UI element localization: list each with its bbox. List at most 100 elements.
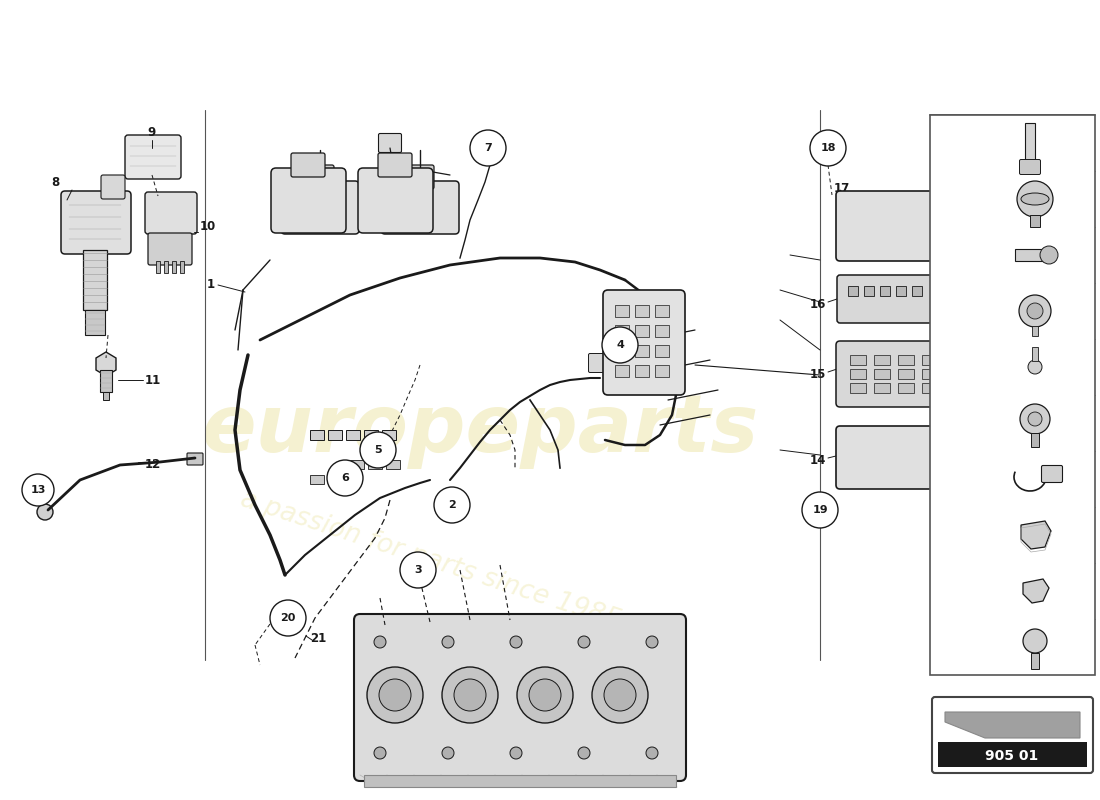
- Text: 11: 11: [145, 374, 162, 386]
- FancyBboxPatch shape: [406, 165, 434, 189]
- Bar: [938, 742, 1087, 767]
- Text: 21: 21: [310, 631, 327, 645]
- Text: 14: 14: [810, 454, 826, 466]
- FancyBboxPatch shape: [280, 181, 359, 234]
- Circle shape: [360, 432, 396, 468]
- Bar: [1032, 347, 1038, 361]
- Bar: [328, 430, 342, 440]
- Circle shape: [510, 636, 522, 648]
- Bar: [654, 325, 669, 337]
- Text: 20: 20: [938, 137, 955, 150]
- Bar: [912, 286, 922, 296]
- Circle shape: [454, 679, 486, 711]
- Circle shape: [646, 636, 658, 648]
- Circle shape: [37, 504, 53, 520]
- Text: 10: 10: [200, 221, 217, 234]
- FancyBboxPatch shape: [588, 354, 614, 373]
- FancyBboxPatch shape: [101, 175, 125, 199]
- Text: 5: 5: [374, 445, 382, 455]
- Bar: [1015, 249, 1045, 261]
- Bar: [635, 345, 649, 357]
- Text: 9: 9: [147, 126, 156, 139]
- Polygon shape: [945, 712, 1080, 738]
- Circle shape: [1019, 295, 1050, 327]
- Text: a passion for parts since 1985: a passion for parts since 1985: [236, 486, 624, 634]
- Bar: [156, 261, 160, 273]
- Circle shape: [442, 667, 498, 723]
- Circle shape: [270, 600, 306, 636]
- Bar: [654, 345, 669, 357]
- Text: europeparts: europeparts: [201, 391, 759, 469]
- FancyBboxPatch shape: [125, 135, 182, 179]
- Text: 15: 15: [810, 369, 826, 382]
- Bar: [848, 286, 858, 296]
- Bar: [896, 286, 906, 296]
- Text: 19: 19: [938, 249, 955, 262]
- Bar: [1032, 326, 1038, 336]
- Text: 18: 18: [821, 143, 836, 153]
- Bar: [850, 369, 866, 379]
- Bar: [1031, 433, 1040, 447]
- Bar: [635, 365, 649, 377]
- FancyBboxPatch shape: [292, 153, 324, 177]
- FancyBboxPatch shape: [932, 697, 1093, 773]
- Bar: [164, 261, 168, 273]
- Text: 905 01: 905 01: [986, 749, 1038, 763]
- Circle shape: [434, 487, 470, 523]
- Text: 3: 3: [415, 565, 421, 575]
- Circle shape: [1023, 629, 1047, 653]
- Text: 7: 7: [484, 143, 492, 153]
- Text: 2: 2: [938, 641, 946, 654]
- Bar: [346, 430, 360, 440]
- Circle shape: [646, 747, 658, 759]
- Bar: [654, 305, 669, 317]
- Bar: [635, 325, 649, 337]
- Circle shape: [442, 747, 454, 759]
- Text: 13: 13: [938, 305, 955, 318]
- Text: 6: 6: [341, 473, 349, 483]
- Text: 1: 1: [207, 278, 215, 291]
- Circle shape: [1027, 303, 1043, 319]
- Circle shape: [1020, 404, 1050, 434]
- Circle shape: [374, 747, 386, 759]
- Bar: [898, 369, 914, 379]
- Circle shape: [578, 747, 590, 759]
- Circle shape: [400, 552, 436, 588]
- FancyBboxPatch shape: [306, 165, 334, 189]
- Text: 19: 19: [812, 505, 828, 515]
- FancyBboxPatch shape: [1020, 159, 1041, 174]
- Circle shape: [442, 636, 454, 648]
- Text: 2: 2: [448, 500, 455, 510]
- Circle shape: [1018, 181, 1053, 217]
- Text: 3: 3: [938, 585, 946, 598]
- Bar: [364, 430, 378, 440]
- FancyBboxPatch shape: [836, 426, 949, 489]
- Circle shape: [604, 679, 636, 711]
- FancyBboxPatch shape: [836, 341, 954, 407]
- Circle shape: [602, 327, 638, 363]
- Bar: [874, 369, 890, 379]
- Bar: [103, 392, 109, 400]
- Bar: [85, 310, 104, 335]
- Bar: [172, 261, 176, 273]
- Polygon shape: [1021, 521, 1050, 549]
- FancyBboxPatch shape: [148, 233, 192, 265]
- Circle shape: [517, 667, 573, 723]
- Circle shape: [22, 474, 54, 506]
- Bar: [874, 355, 890, 365]
- Circle shape: [327, 460, 363, 496]
- Bar: [386, 460, 400, 469]
- Bar: [310, 475, 324, 484]
- Bar: [635, 305, 649, 317]
- Circle shape: [1028, 360, 1042, 374]
- FancyBboxPatch shape: [358, 168, 433, 233]
- Bar: [898, 383, 914, 393]
- FancyBboxPatch shape: [628, 363, 653, 382]
- Text: 6: 6: [938, 417, 946, 430]
- Bar: [310, 430, 324, 440]
- Circle shape: [374, 636, 386, 648]
- Text: 5: 5: [938, 473, 946, 486]
- Circle shape: [592, 667, 648, 723]
- Bar: [328, 475, 342, 484]
- Bar: [615, 365, 629, 377]
